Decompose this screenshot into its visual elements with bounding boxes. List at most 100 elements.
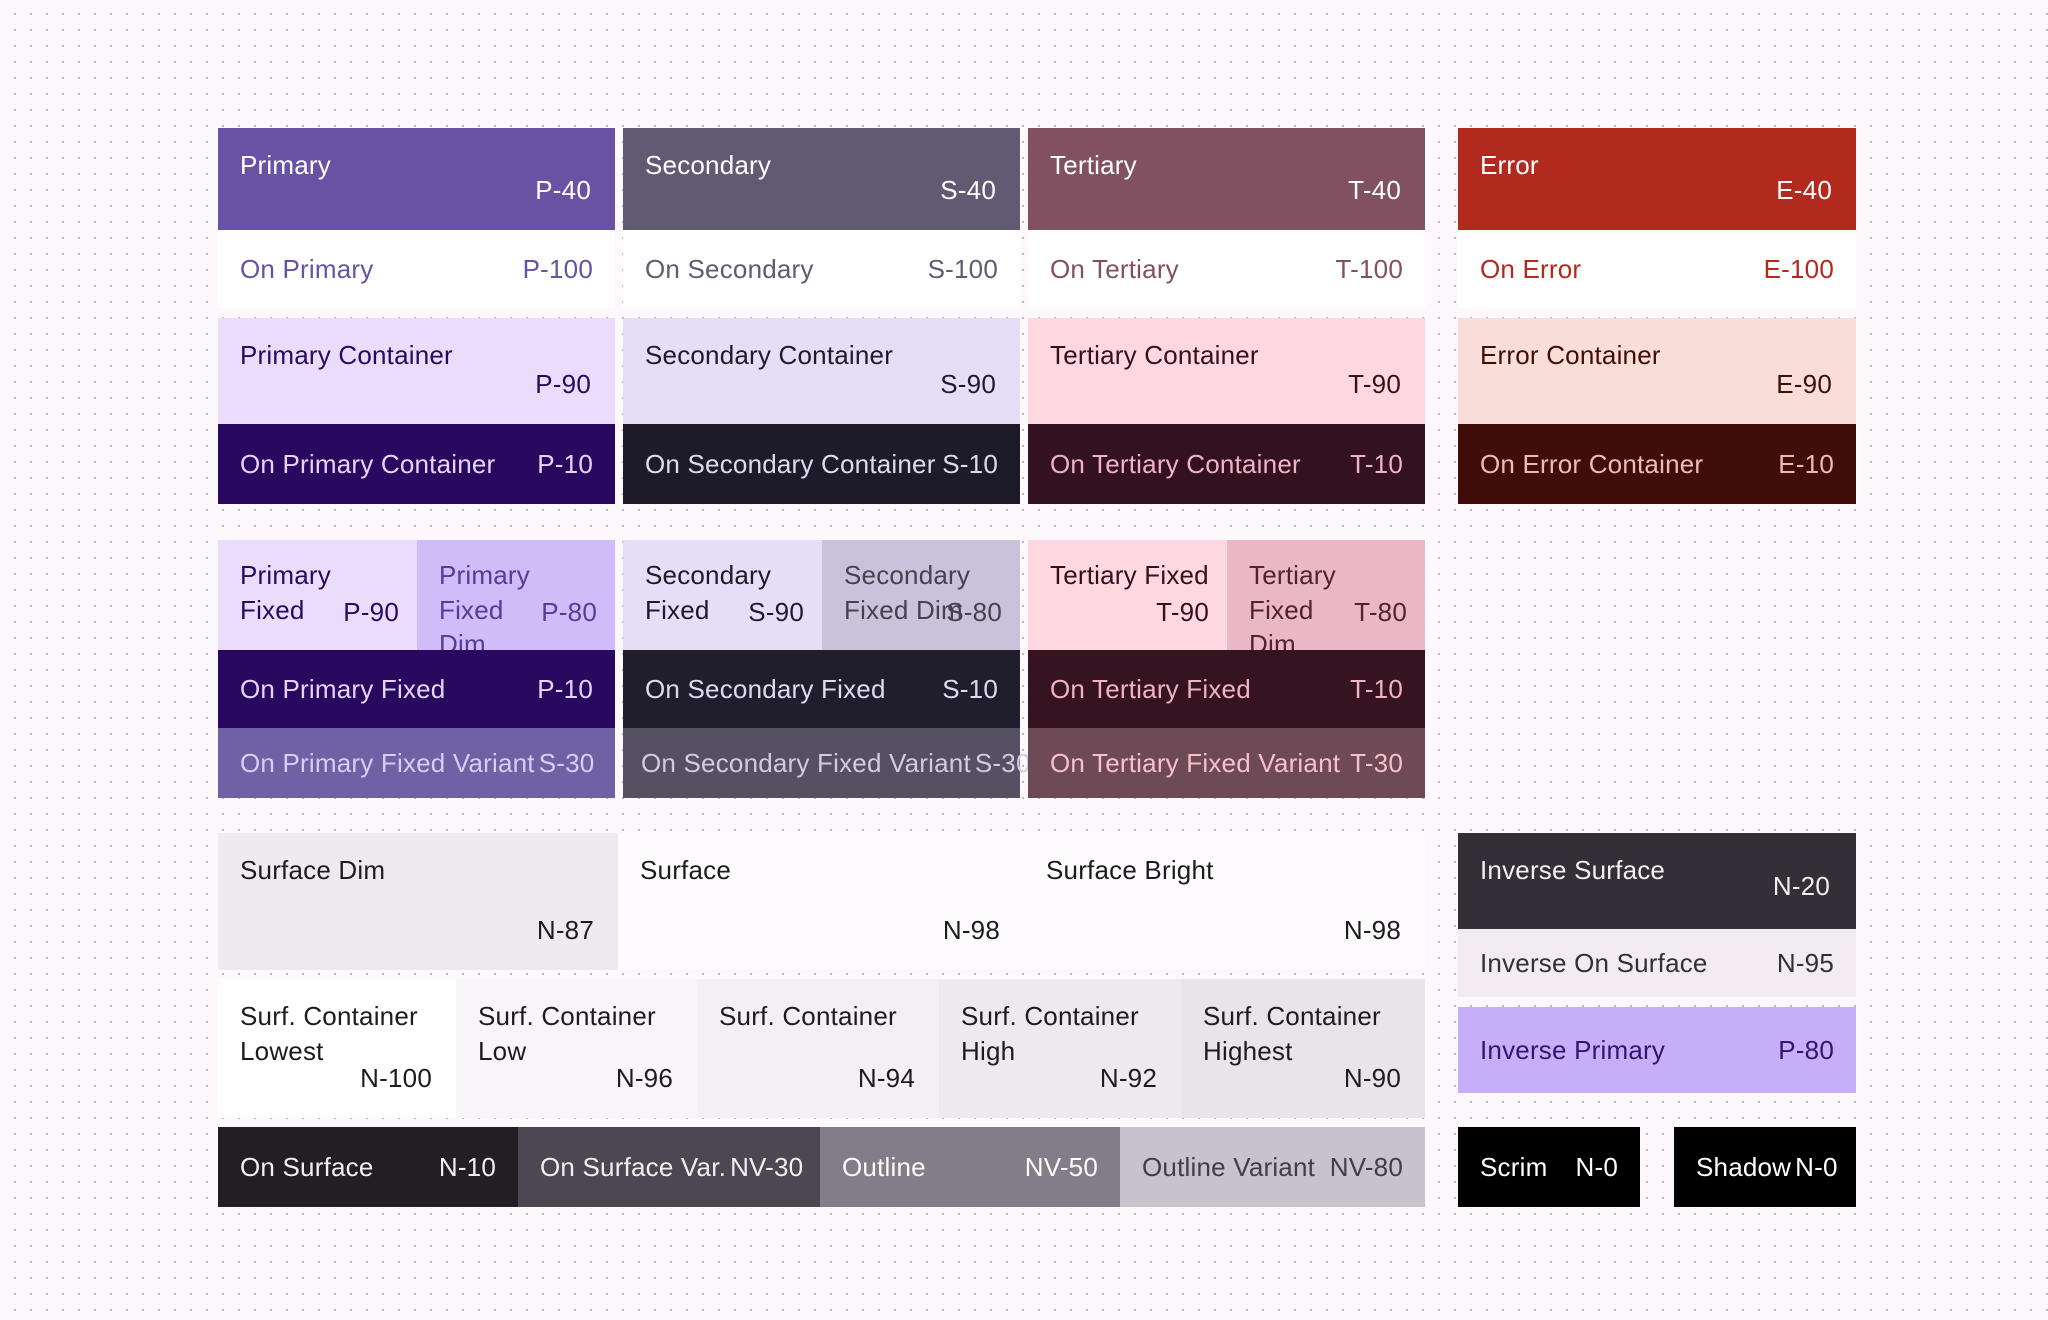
swatch-value: NV-80 xyxy=(1329,1151,1403,1182)
swatch-value: NV-30 xyxy=(730,1151,804,1182)
swatch-outline-variant: Outline Variant NV-80 xyxy=(1120,1127,1425,1207)
swatch-value: E-100 xyxy=(1763,253,1834,284)
swatch-surface: Surface N-98 xyxy=(618,833,1024,970)
swatch-on-tertiary: On Tertiary T-100 xyxy=(1028,230,1425,308)
swatch-primary: Primary P-40 xyxy=(218,128,615,230)
swatch-on-error: On Error E-100 xyxy=(1458,230,1856,308)
swatch-shadow: Shadow N-0 xyxy=(1674,1127,1856,1207)
swatch-on-primary-fixed: On Primary Fixed P-10 xyxy=(218,650,615,728)
swatch-on-tertiary-fixed: On Tertiary Fixed T-10 xyxy=(1028,650,1425,728)
swatch-surface-container: Surf. Container N-94 xyxy=(697,979,939,1118)
swatch-label: On Primary Container xyxy=(240,448,496,479)
swatch-on-primary-container: On Primary Container P-10 xyxy=(218,424,615,504)
swatch-label: Primary Fixed xyxy=(240,560,331,625)
swatch-value: S-10 xyxy=(942,673,998,704)
swatch-label: Secondary Container xyxy=(645,340,894,370)
swatch-label: Inverse Primary xyxy=(1480,1034,1666,1065)
swatch-primary-container: Primary Container P-90 xyxy=(218,318,615,424)
swatch-error-container: Error Container E-90 xyxy=(1458,318,1856,424)
swatch-value: S-10 xyxy=(942,448,998,479)
swatch-label: Tertiary xyxy=(1050,150,1137,180)
swatch-tertiary-fixed: Tertiary Fixed T-90 xyxy=(1028,540,1227,650)
swatch-value: P-90 xyxy=(535,369,591,399)
swatch-value: P-10 xyxy=(537,448,593,479)
swatch-value: T-30 xyxy=(1350,747,1403,778)
swatch-label: Primary Fixed Dim xyxy=(439,560,530,660)
swatch-surface-container-low: Surf. Container Low N-96 xyxy=(456,979,697,1118)
swatch-on-error-container: On Error Container E-10 xyxy=(1458,424,1856,504)
swatch-on-surface: On Surface N-10 xyxy=(218,1127,518,1207)
swatch-value: NV-50 xyxy=(1024,1151,1098,1182)
swatch-label: Shadow xyxy=(1696,1151,1792,1182)
swatch-on-secondary: On Secondary S-100 xyxy=(623,230,1020,308)
swatch-on-secondary-fixed-variant: On Secondary Fixed Variant S-30 xyxy=(623,728,1030,798)
swatch-label: Outline Variant xyxy=(1142,1151,1316,1182)
swatch-label: Surf. Container xyxy=(719,1001,897,1031)
swatch-label: Primary xyxy=(240,150,331,180)
swatch-value: S-40 xyxy=(940,175,996,205)
swatch-label: Surface xyxy=(640,855,732,885)
swatch-tertiary-fixed-dim: Tertiary Fixed Dim T-80 xyxy=(1227,540,1425,659)
swatch-on-surface-variant: On Surface Var. NV-30 xyxy=(518,1127,820,1207)
swatch-label: On Secondary xyxy=(645,253,814,284)
swatch-on-tertiary-container: On Tertiary Container T-10 xyxy=(1028,424,1425,504)
swatch-value: N-98 xyxy=(942,915,1000,945)
swatch-inverse-primary: Inverse Primary P-80 xyxy=(1458,1007,1856,1093)
swatch-value: T-90 xyxy=(1156,597,1209,627)
swatch-label: On Error Container xyxy=(1480,448,1704,479)
swatch-label: Error Container xyxy=(1480,340,1661,370)
swatch-error: Error E-40 xyxy=(1458,128,1856,230)
swatch-label: Tertiary Fixed xyxy=(1050,560,1209,590)
swatch-label: Outline xyxy=(842,1151,926,1182)
swatch-label: On Tertiary Fixed xyxy=(1050,673,1251,704)
swatch-label: On Secondary Fixed xyxy=(645,673,886,704)
swatch-label: Surf. Container Low xyxy=(478,1001,656,1066)
swatch-label: Secondary Fixed xyxy=(645,560,772,625)
swatch-value: N-98 xyxy=(1343,915,1401,945)
swatch-inverse-surface: Inverse Surface N-20 xyxy=(1458,833,1856,929)
swatch-label: Error xyxy=(1480,150,1539,180)
swatch-on-primary-fixed-variant: On Primary Fixed Variant S-30 xyxy=(218,728,615,798)
swatch-on-primary: On Primary P-100 xyxy=(218,230,615,308)
swatch-value: E-10 xyxy=(1778,448,1834,479)
swatch-label: Scrim xyxy=(1480,1151,1548,1182)
swatch-value: S-90 xyxy=(748,597,804,627)
swatch-label: Surface Dim xyxy=(240,855,386,885)
swatch-outline: Outline NV-50 xyxy=(820,1127,1120,1207)
swatch-value: T-100 xyxy=(1335,253,1403,284)
swatch-label: Surf. Container High xyxy=(961,1001,1139,1066)
swatch-value: P-90 xyxy=(343,597,399,627)
swatch-value: T-80 xyxy=(1354,597,1407,627)
swatch-value: P-10 xyxy=(537,673,593,704)
swatch-value: N-95 xyxy=(1776,947,1834,978)
swatch-surface-container-lowest: Surf. Container Lowest N-100 xyxy=(218,979,456,1118)
swatch-on-secondary-container: On Secondary Container S-10 xyxy=(623,424,1020,504)
swatch-value: N-0 xyxy=(1575,1151,1618,1182)
swatch-value: S-90 xyxy=(940,369,996,399)
swatch-on-tertiary-fixed-variant: On Tertiary Fixed Variant T-30 xyxy=(1028,728,1425,798)
swatch-label: Surf. Container Highest xyxy=(1203,1001,1381,1066)
swatch-value: N-100 xyxy=(360,1063,432,1093)
swatch-label: Inverse On Surface xyxy=(1480,947,1708,978)
swatch-secondary: Secondary S-40 xyxy=(623,128,1020,230)
swatch-value: T-10 xyxy=(1350,448,1403,479)
swatch-value: P-80 xyxy=(1778,1034,1834,1065)
swatch-inverse-on-surface: Inverse On Surface N-95 xyxy=(1458,929,1856,997)
swatch-value: N-87 xyxy=(536,915,594,945)
swatch-surface-bright: Surface Bright N-98 xyxy=(1024,833,1425,970)
swatch-value: P-80 xyxy=(541,597,597,627)
swatch-value: N-10 xyxy=(438,1151,496,1182)
swatch-value: S-30 xyxy=(974,747,1031,778)
swatch-value: N-0 xyxy=(1795,1151,1838,1182)
swatch-secondary-container: Secondary Container S-90 xyxy=(623,318,1020,424)
swatch-value: P-100 xyxy=(522,253,593,284)
swatch-label: On Surface Var. xyxy=(540,1151,727,1182)
swatch-label: Surface Bright xyxy=(1046,855,1214,885)
swatch-label: On Primary xyxy=(240,253,374,284)
swatch-label: Tertiary Container xyxy=(1050,340,1259,370)
swatch-surface-dim: Surface Dim N-87 xyxy=(218,833,618,970)
swatch-scrim: Scrim N-0 xyxy=(1458,1127,1640,1207)
swatch-label: Inverse Surface xyxy=(1480,855,1666,885)
swatch-value: N-96 xyxy=(615,1063,673,1093)
swatch-primary-fixed-dim: Primary Fixed Dim P-80 xyxy=(417,540,615,659)
